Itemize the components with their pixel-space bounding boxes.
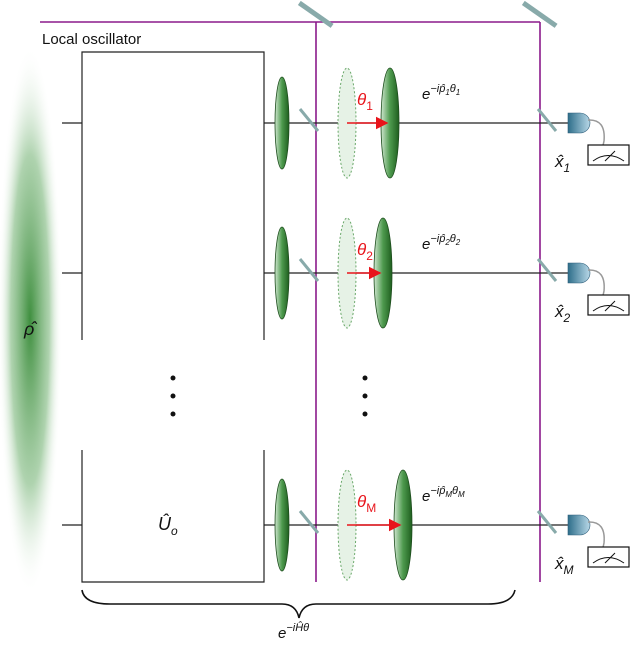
measurement-symbol: x̂: [554, 152, 564, 171]
generator-base: e: [422, 86, 430, 103]
phase-label: θM: [357, 492, 376, 515]
measurement-label: x̂1: [554, 152, 570, 175]
phase-index: 2: [366, 249, 373, 263]
phase-index: 1: [366, 99, 373, 113]
unitary-label: Ûo: [158, 513, 178, 538]
lens: [274, 226, 290, 320]
splitter: [536, 510, 558, 534]
generator-index: 1: [456, 88, 460, 97]
measurement-label: x̂M: [554, 554, 574, 577]
splitter: [536, 258, 558, 282]
generator-index: 2: [444, 238, 450, 247]
generator-base: e: [422, 488, 430, 505]
phase-label: θ2: [357, 240, 373, 263]
splitter: [298, 258, 320, 282]
meter-dial: [592, 150, 625, 162]
lo-label: Local oscillator: [42, 31, 141, 48]
generator-label: e−ip̂MθM: [422, 485, 465, 505]
generator-phase: θ: [452, 485, 458, 497]
generator-exponent: −ip̂: [430, 233, 445, 245]
state-cloud: [0, 45, 62, 595]
measurement-index: 2: [563, 311, 571, 325]
generator-exponent: −ip̂: [430, 83, 445, 95]
generator-index: M: [458, 490, 465, 499]
meter-dial: [592, 300, 625, 312]
generator-label: e−ip̂1θ1: [422, 83, 460, 103]
phase-index: M: [366, 501, 376, 515]
phase-label: θ1: [357, 90, 373, 113]
generator-index: M: [445, 490, 452, 499]
meter-dial: [592, 552, 625, 564]
unitary-box: [81, 51, 265, 583]
generator-index: 1: [445, 88, 449, 97]
generator-exponent: −ip̂: [430, 485, 445, 497]
total-label: e−iĤθ: [278, 621, 309, 642]
generator-label: e−ip̂2θ2: [422, 233, 461, 253]
splitter: [298, 510, 320, 534]
phase-symbol: θ: [357, 492, 367, 511]
generator-phase: θ: [450, 83, 456, 95]
measurement-index: M: [564, 563, 574, 577]
ellipsis: [170, 375, 368, 417]
phase-symbol: θ: [357, 240, 367, 259]
splitter: [298, 108, 320, 132]
detector: [567, 262, 591, 284]
detector: [567, 112, 591, 134]
mirror: [297, 0, 334, 28]
lens: [274, 76, 290, 170]
measurement-index: 1: [564, 161, 571, 175]
detector: [567, 514, 591, 536]
measurement-label: x̂2: [554, 302, 571, 325]
splitter: [536, 108, 558, 132]
measurement-symbol: x̂: [554, 302, 564, 321]
generator-index: 2: [455, 238, 461, 247]
lo-lines: [40, 21, 541, 582]
phase-symbol: θ: [357, 90, 367, 109]
generator-base: e: [422, 236, 430, 253]
state-label: ρ̂: [23, 319, 37, 339]
mirror: [521, 0, 558, 28]
lens: [274, 478, 290, 572]
measurement-symbol: x̂: [554, 554, 564, 573]
generator-phase: θ: [450, 233, 456, 245]
brace: [81, 589, 516, 619]
